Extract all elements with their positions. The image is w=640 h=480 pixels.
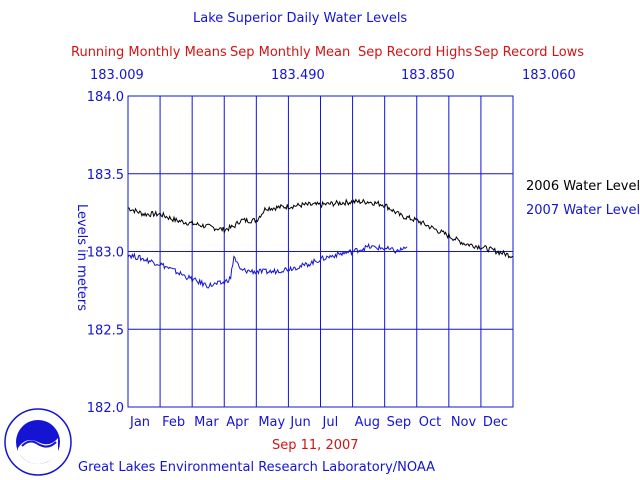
x-tick-label: Jan xyxy=(129,415,150,430)
legend-2006: 2006 Water Level xyxy=(526,179,640,194)
chart-title: Lake Superior Daily Water Levels xyxy=(193,11,408,26)
noaa-logo xyxy=(4,408,72,476)
y-tick-label: 183.5 xyxy=(87,168,124,183)
y-tick-label: 184.0 xyxy=(87,90,124,105)
x-tick-label: Feb xyxy=(162,415,185,430)
x-tick-label: Sep xyxy=(387,415,412,430)
x-tick-label: Nov xyxy=(451,415,477,430)
stat-label-record-highs: Sep Record Highs xyxy=(358,45,473,60)
footer-credit: Great Lakes Environmental Research Labor… xyxy=(78,460,436,475)
stat-value-record-highs: 183.850 xyxy=(401,68,455,83)
stat-label-record-lows: Sep Record Lows xyxy=(474,45,585,60)
series-line-2007 xyxy=(127,242,408,289)
x-tick-label: Jun xyxy=(289,415,310,430)
x-tick-label: May xyxy=(258,415,285,430)
x-tick-label: Dec xyxy=(483,415,508,430)
x-tick-label: Apr xyxy=(226,415,249,430)
y-tick-label: 182.5 xyxy=(87,323,124,338)
x-tick-label: Aug xyxy=(355,415,380,430)
date-label: Sep 11, 2007 xyxy=(272,438,359,453)
x-tick-label: Mar xyxy=(194,415,219,430)
y-tick-label: 183.0 xyxy=(87,246,124,261)
stat-value-sep-mean: 183.490 xyxy=(271,68,325,83)
x-tick-label: Oct xyxy=(419,415,441,430)
stat-value-running-means: 183.009 xyxy=(90,68,144,83)
stat-label-sep-mean: Sep Monthly Mean xyxy=(230,45,351,60)
y-tick-label: 182.0 xyxy=(87,401,124,416)
y-axis-label: Levels in meters xyxy=(74,204,89,311)
stat-value-record-lows: 183.060 xyxy=(522,68,576,83)
series-line-2006 xyxy=(128,198,514,259)
legend-2007: 2007 Water Level xyxy=(526,203,640,218)
stat-label-running-means: Running Monthly Means xyxy=(71,45,227,60)
x-tick-label: Jul xyxy=(322,415,339,430)
